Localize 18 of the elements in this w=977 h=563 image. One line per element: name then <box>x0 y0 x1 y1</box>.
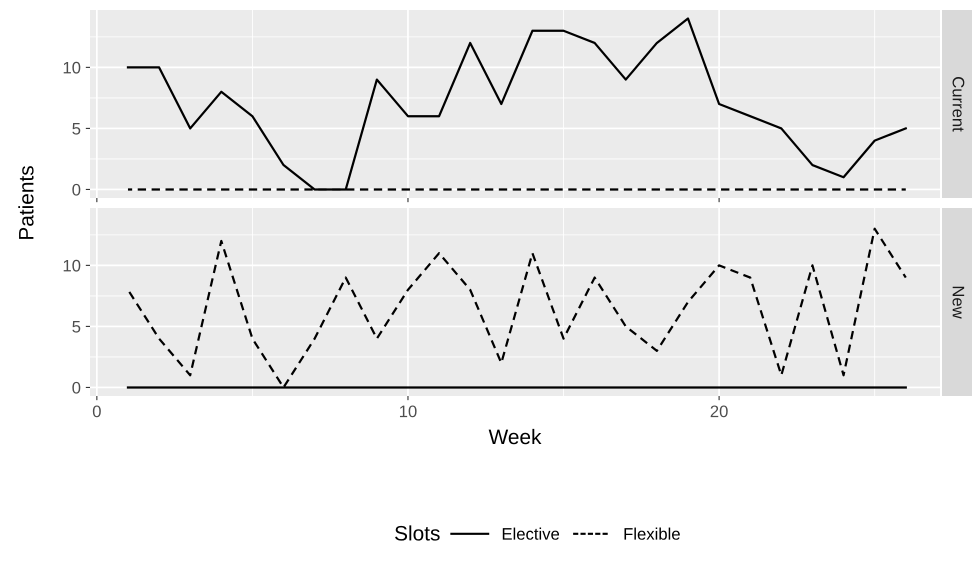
y-tick-label: 0 <box>72 184 80 196</box>
x-tick-label: 10 <box>400 405 417 418</box>
y-tick-label: 5 <box>72 320 80 333</box>
line-series <box>126 17 907 191</box>
legend-title: Slots <box>395 525 440 541</box>
text: New <box>952 286 964 319</box>
line-series <box>126 228 907 389</box>
x-tick-label: 0 <box>92 405 101 418</box>
text: Current <box>952 77 964 132</box>
y-axis-title: Patients <box>18 166 34 239</box>
y-tick-label: 10 <box>64 260 80 272</box>
y-tick-label: 0 <box>72 382 80 394</box>
x-tick-label: 20 <box>710 405 728 418</box>
y-tick-label: 5 <box>72 122 80 135</box>
legend-label: Elective <box>502 528 560 540</box>
x-axis-title: Week <box>488 428 542 444</box>
legend-label: Flexible <box>624 528 680 540</box>
y-tick-label: 10 <box>64 62 80 74</box>
